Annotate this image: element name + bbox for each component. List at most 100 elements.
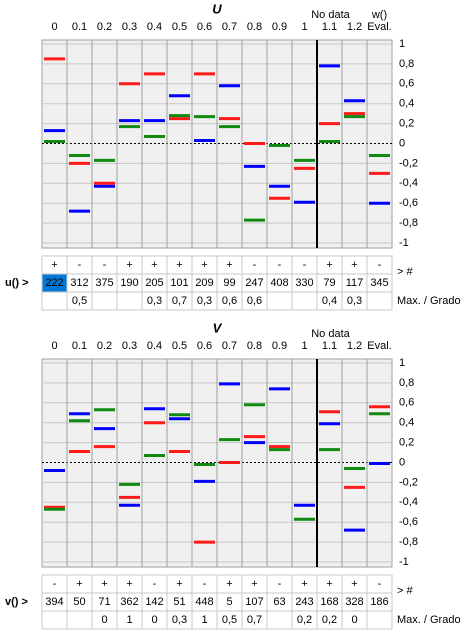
y-tick-label: -0,4 [399,177,418,189]
sign-cell: - [278,259,282,271]
count-cell: 394 [45,596,63,608]
max-label: Max. / Grado [397,614,461,626]
count-cell: 99 [223,277,235,289]
max-grado-cell: 0,2 [322,614,337,626]
count-cell: 243 [295,596,313,608]
sign-cell: + [126,578,132,590]
count-cell: 312 [70,277,88,289]
max-grado-cell: 0,6 [222,295,237,307]
y-tick-label: 0,4 [399,98,414,110]
count-cell: 51 [173,596,185,608]
count-cell: 328 [345,596,363,608]
column-label: 0.5 [172,340,187,352]
column-label: 0.1 [72,340,87,352]
y-tick-label: -0,2 [399,476,418,488]
table-cell [266,291,293,311]
y-tick-label: -0,8 [399,536,418,548]
column-label: 0.7 [222,340,237,352]
sign-cell: - [378,259,382,271]
sign-cell: + [101,578,107,590]
count-cell: 117 [346,277,364,289]
count-cell: 209 [195,277,213,289]
count-cell: 142 [145,596,163,608]
column-label: 0.5 [172,21,187,33]
table-cell [116,291,143,311]
column-label: Eval. [367,21,391,33]
max-grado-cell: 0,3 [147,295,162,307]
column-label: 1.1 [322,21,337,33]
sign-cell: - [303,259,307,271]
sign-cell: + [251,578,257,590]
sign-cell: + [351,259,357,271]
sign-cell: - [378,578,382,590]
row-label: v() > [5,596,28,608]
count-cell: 190 [120,277,138,289]
max-grado-cell: 0 [151,614,157,626]
column-label: 1.2 [347,21,362,33]
count-cell: 63 [273,596,285,608]
column-label: 0.2 [97,340,112,352]
count-cell: 107 [245,596,263,608]
panel: V No data 0 0.1 0.2 0.3 0.4 0.5 0.6 0.7 0.8 0.9 1 1.1… [5,320,461,630]
max-grado-cell: 0,6 [247,295,262,307]
column-label: 0.3 [122,21,137,33]
count-cell: 205 [145,277,163,289]
column-label: 1.1 [322,340,337,352]
column-label: 0.1 [72,21,87,33]
column-label: 0.4 [147,340,162,352]
count-cell: 408 [270,277,288,289]
count-cell: 50 [73,596,85,608]
sign-cell: - [103,259,107,271]
sign-cell: - [278,578,282,590]
max-grado-cell: 0,4 [322,295,337,307]
extra-label: w() [371,9,387,21]
count-cell: 330 [295,277,313,289]
sign-cell: + [51,259,57,271]
y-tick-label: -0,8 [399,217,418,229]
table-cell [291,291,318,311]
sign-cell: - [203,578,207,590]
sign-cell: - [78,259,82,271]
column-label: 0.8 [247,21,262,33]
y-tick-label: 0,8 [399,377,414,389]
sign-cell: + [226,259,232,271]
column-label: 0.6 [197,21,212,33]
count-cell: 448 [195,596,213,608]
max-grado-cell: 0,3 [197,295,212,307]
y-tick-label: 0 [399,456,405,468]
table-cell [66,610,93,630]
panel: U No data w() 0 0.1 0.2 0.3 0.4 0.5 0.6 0.7 0.8 0.9 1… [5,1,461,311]
no-data-label: No data [311,328,350,340]
y-tick-label: -0,6 [399,197,418,209]
count-cell: 222 [45,277,63,289]
panel-title: V [213,320,223,335]
max-grado-cell: 0,2 [297,614,312,626]
sign-cell: + [326,259,332,271]
sign-cell: + [301,578,307,590]
column-label: 1 [301,340,307,352]
y-tick-label: -1 [399,237,409,249]
max-grado-cell: 0,5 [222,614,237,626]
count-cell: 186 [370,596,388,608]
count-cell: 362 [120,596,138,608]
sign-cell: + [176,259,182,271]
column-label: 0.2 [97,21,112,33]
y-tick-label: 1 [399,38,405,50]
y-tick-label: -0,6 [399,516,418,528]
no-data-label: No data [311,9,350,21]
column-label: 0.4 [147,21,162,33]
table-cell [366,610,393,630]
y-tick-label: -1 [399,556,409,568]
count-suffix: > # [397,585,413,597]
max-grado-cell: 0,3 [172,614,187,626]
max-grado-cell: 0 [101,614,107,626]
count-cell: 375 [95,277,113,289]
sign-cell: - [53,578,57,590]
table-cell [41,291,68,311]
y-tick-label: 0,8 [399,58,414,70]
max-label: Max. / Grado [397,295,461,307]
column-label: 0.6 [197,340,212,352]
count-cell: 345 [370,277,388,289]
